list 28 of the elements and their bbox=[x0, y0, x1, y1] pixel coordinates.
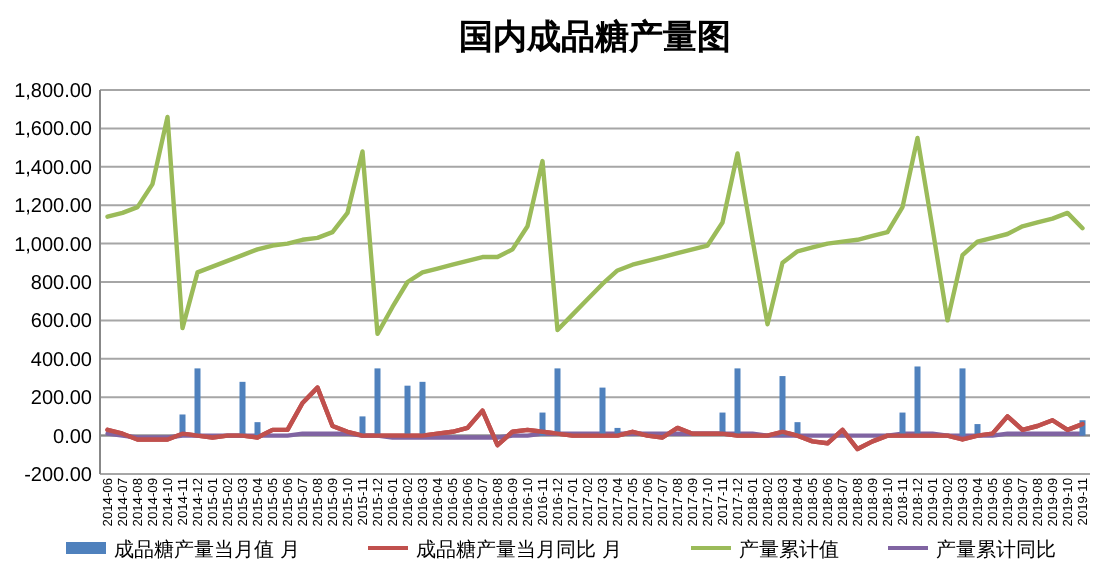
y-tick-label: 1,000.00 bbox=[14, 234, 93, 257]
bar bbox=[554, 368, 561, 436]
chart-title: 国内成品糖产量图 bbox=[459, 18, 731, 56]
bar bbox=[599, 387, 606, 436]
legend-label: 成品糖产量当月同比 月 bbox=[416, 538, 622, 562]
y-tick-label: 600.00 bbox=[30, 311, 93, 334]
y-tick-label: 1,800.00 bbox=[14, 81, 93, 103]
bar bbox=[779, 376, 786, 436]
bar bbox=[239, 381, 246, 436]
y-tick-label: 1,400.00 bbox=[14, 157, 93, 180]
y-tick-label: 400.00 bbox=[30, 349, 93, 372]
y-tick-label: -200.00 bbox=[24, 465, 93, 487]
y-tick-label: 1,600.00 bbox=[14, 119, 93, 142]
bar bbox=[194, 368, 201, 436]
y-tick-label: 1,200.00 bbox=[14, 196, 93, 219]
bar bbox=[959, 368, 966, 436]
y-tick-label: 800.00 bbox=[30, 273, 93, 295]
legend-label: 产量累计值 bbox=[739, 538, 839, 562]
y-tick-label: 200.00 bbox=[30, 388, 93, 411]
bar bbox=[374, 368, 381, 436]
line-series bbox=[105, 114, 1085, 337]
legend-label: 成品糖产量当月值 月 bbox=[114, 538, 300, 562]
bar bbox=[419, 381, 426, 436]
bar bbox=[914, 366, 921, 436]
legend-label: 产量累计同比 bbox=[936, 538, 1056, 562]
y-tick-label: 0.00 bbox=[53, 426, 93, 449]
bar bbox=[404, 385, 411, 436]
bar bbox=[734, 368, 741, 436]
